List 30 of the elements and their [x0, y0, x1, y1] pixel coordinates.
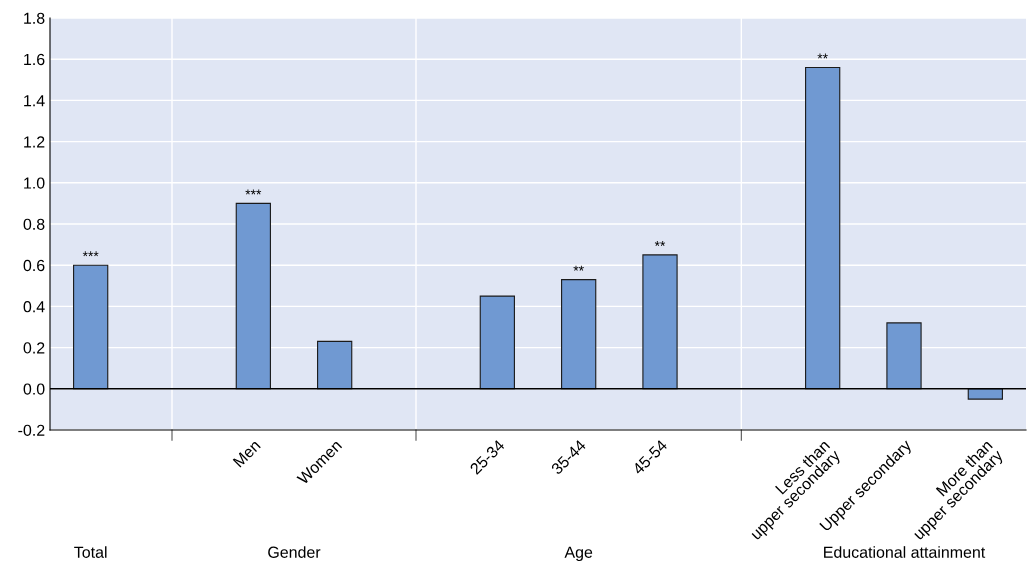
bar: [235, 202, 271, 390]
y-tick-label: 0.2: [23, 342, 45, 354]
data-label: **: [573, 265, 584, 271]
bar: [805, 66, 841, 390]
y-tick-label: 1.4: [24, 95, 45, 107]
y-tick-label: -0.2: [18, 424, 45, 436]
x-tick-label: Men: [232, 439, 261, 468]
y-tick-label: 0.6: [23, 259, 45, 272]
bar: [317, 340, 353, 390]
text: Age: [564, 546, 593, 562]
bar: [479, 295, 515, 390]
y-tick-label: 0.8: [23, 218, 45, 230]
text: Total: [74, 546, 107, 558]
text: Educational attainment: [824, 546, 986, 558]
y-tick-label: 0.4: [23, 301, 45, 313]
y-tick-label: 1.2: [24, 136, 45, 148]
data-label: **: [654, 241, 666, 246]
y-tick-label: 0.0: [23, 383, 45, 395]
bar: [886, 322, 922, 390]
bar: [642, 254, 678, 390]
text: Gender: [268, 546, 321, 558]
bar: [73, 264, 109, 390]
bar: [561, 279, 597, 390]
y-tick-label: 1.8: [24, 12, 45, 24]
data-label: ***: [82, 251, 99, 257]
data-label: **: [817, 53, 828, 59]
y-tick-label: 1.6: [24, 53, 45, 66]
data-label: ***: [245, 189, 262, 195]
bar: [967, 388, 1003, 400]
y-tick-label: 1.0: [24, 177, 45, 189]
